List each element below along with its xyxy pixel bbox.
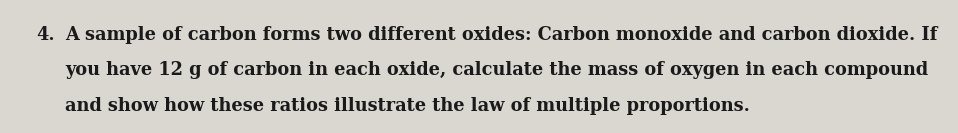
Text: A sample of carbon forms two different oxides: Carbon monoxide and carbon dioxid: A sample of carbon forms two different o… — [65, 26, 938, 44]
Text: 4.: 4. — [36, 26, 55, 44]
Text: and show how these ratios illustrate the law of multiple proportions.: and show how these ratios illustrate the… — [65, 97, 750, 115]
Text: you have 12 g of carbon in each oxide, calculate the mass of oxygen in each comp: you have 12 g of carbon in each oxide, c… — [65, 61, 928, 80]
